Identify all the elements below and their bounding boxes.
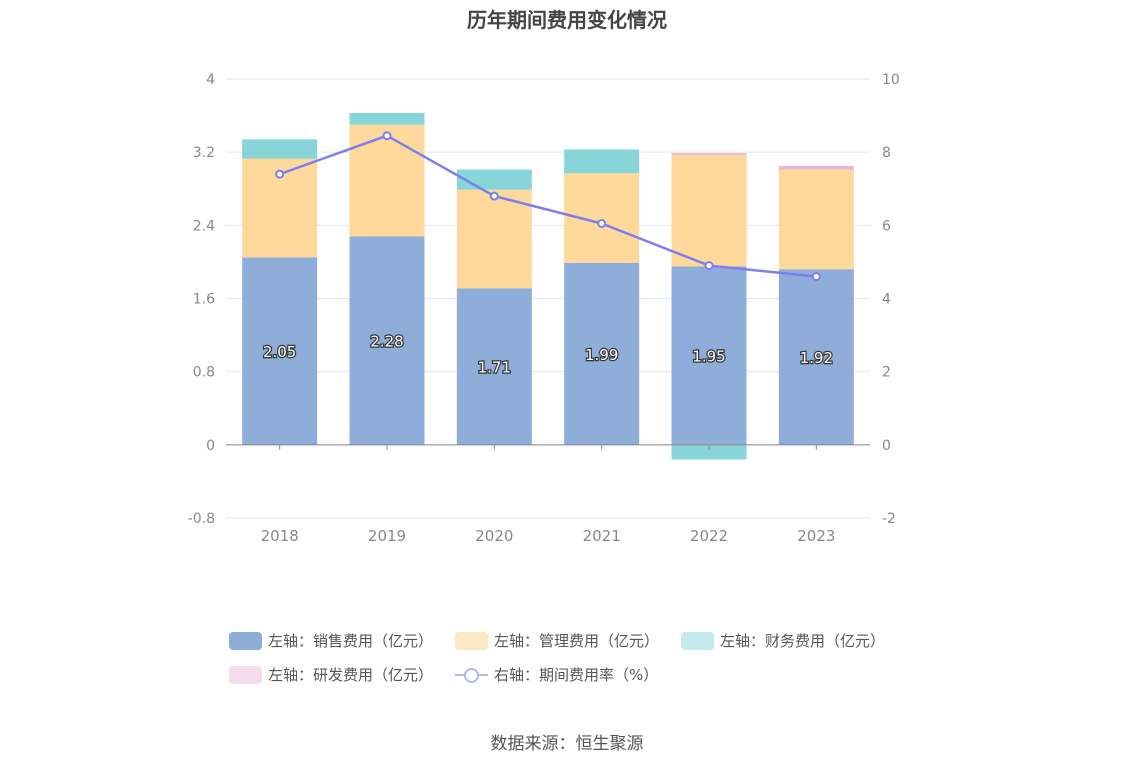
legend-item-rnd[interactable]: 左轴：研发费用（亿元） <box>229 664 433 685</box>
expense-rate-line <box>279 134 817 278</box>
x-tick-label: 2022 <box>690 527 728 545</box>
y-right-tick-label: 10 <box>882 72 900 88</box>
expense-rate-point <box>489 191 499 201</box>
legend-swatch-sales <box>229 631 262 650</box>
bar-data-label: 1.92 <box>800 349 833 367</box>
y-left-tick-label: 4 <box>206 72 215 88</box>
y-right-tick-label: 2 <box>882 365 891 381</box>
bar-segment <box>671 444 747 460</box>
legend-swatch-admin <box>455 631 489 650</box>
legend-swatch-finance <box>681 631 715 650</box>
bar-data-label: 1.71 <box>478 359 511 377</box>
bar-segment <box>778 165 854 170</box>
bar-segment <box>778 269 854 445</box>
bar-segment <box>349 112 425 125</box>
bar-segment <box>671 266 747 445</box>
bar-data-label: 2.28 <box>370 333 403 351</box>
bar-segment <box>242 257 318 445</box>
y-right-tick-label: 8 <box>882 145 891 161</box>
data-source: 数据来源：恒生聚源 <box>490 734 644 754</box>
bar-segment <box>242 139 318 159</box>
chart-plot: 4 3.2 2.4 1.6 0.8 0 -0.8 10 8 6 4 2 0 -2 2018 2019 2020 2… <box>188 72 900 545</box>
x-tick-label: 2021 <box>583 527 621 545</box>
bar-data-label: 1.99 <box>585 346 618 364</box>
y-right-tick-label: -2 <box>882 511 896 527</box>
bar-segment <box>349 124 425 237</box>
y-right-tick-label: 0 <box>882 438 891 454</box>
y-right-tick-label: 4 <box>882 292 891 308</box>
x-tick-label: 2020 <box>475 527 513 545</box>
legend-row-1: 左轴：销售费用（亿元） 左轴：管理费用（亿元） 左轴：财务费用（亿元） <box>229 630 907 651</box>
legend-item-admin[interactable]: 左轴：管理费用（亿元） <box>455 630 659 651</box>
legend-swatch-rnd <box>229 665 262 684</box>
legend-line-icon <box>455 666 489 684</box>
bar-segment <box>671 153 747 155</box>
bar-data-label: 1.95 <box>692 348 725 366</box>
x-tick-label: 2019 <box>368 527 406 545</box>
expense-rate-point <box>597 219 607 229</box>
bar-segment <box>456 169 532 190</box>
bar-data-label: 2.05 <box>263 343 296 361</box>
bar-segment <box>564 262 640 445</box>
bar-segment <box>456 288 532 445</box>
expense-rate-point <box>275 169 285 179</box>
expense-rate-point <box>382 131 392 141</box>
legend-label-rnd: 左轴：研发费用（亿元） <box>268 666 434 684</box>
legend-label-finance: 左轴：财务费用（亿元） <box>720 632 886 650</box>
bar-segment <box>349 236 425 445</box>
y-left-tick-label: 0 <box>206 438 215 454</box>
y-left-tick-label: 1.6 <box>193 292 215 308</box>
legend-row-2: 左轴：研发费用（亿元） 右轴：期间费用率（%） <box>229 664 680 685</box>
bar-segment <box>456 189 532 289</box>
chart-title: 历年期间费用变化情况 <box>467 8 667 32</box>
x-tick-label: 2018 <box>261 527 299 545</box>
expense-rate-point <box>704 261 714 271</box>
bar-segment <box>778 169 854 270</box>
y-left-tick-label: 2.4 <box>193 218 215 234</box>
y-left-tick-label: 0.8 <box>193 365 215 381</box>
bar-segment <box>671 154 747 267</box>
bar-segment <box>564 149 640 174</box>
y-left-tick-label: 3.2 <box>193 145 215 161</box>
y-left-tick-label: -0.8 <box>188 511 215 527</box>
legend-label-expense-rate: 右轴：期间费用率（%） <box>494 666 659 684</box>
expense-rate-point <box>811 272 821 282</box>
legend-item-sales[interactable]: 左轴：销售费用（亿元） <box>229 630 433 651</box>
legend-label-sales: 左轴：销售费用（亿元） <box>268 632 434 650</box>
legend-label-admin: 左轴：管理费用（亿元） <box>494 632 660 650</box>
x-tick-label: 2023 <box>797 527 835 545</box>
legend-item-finance[interactable]: 左轴：财务费用（亿元） <box>681 630 885 651</box>
legend-item-expense-rate[interactable]: 右轴：期间费用率（%） <box>455 664 658 685</box>
y-right-tick-label: 6 <box>882 218 891 234</box>
